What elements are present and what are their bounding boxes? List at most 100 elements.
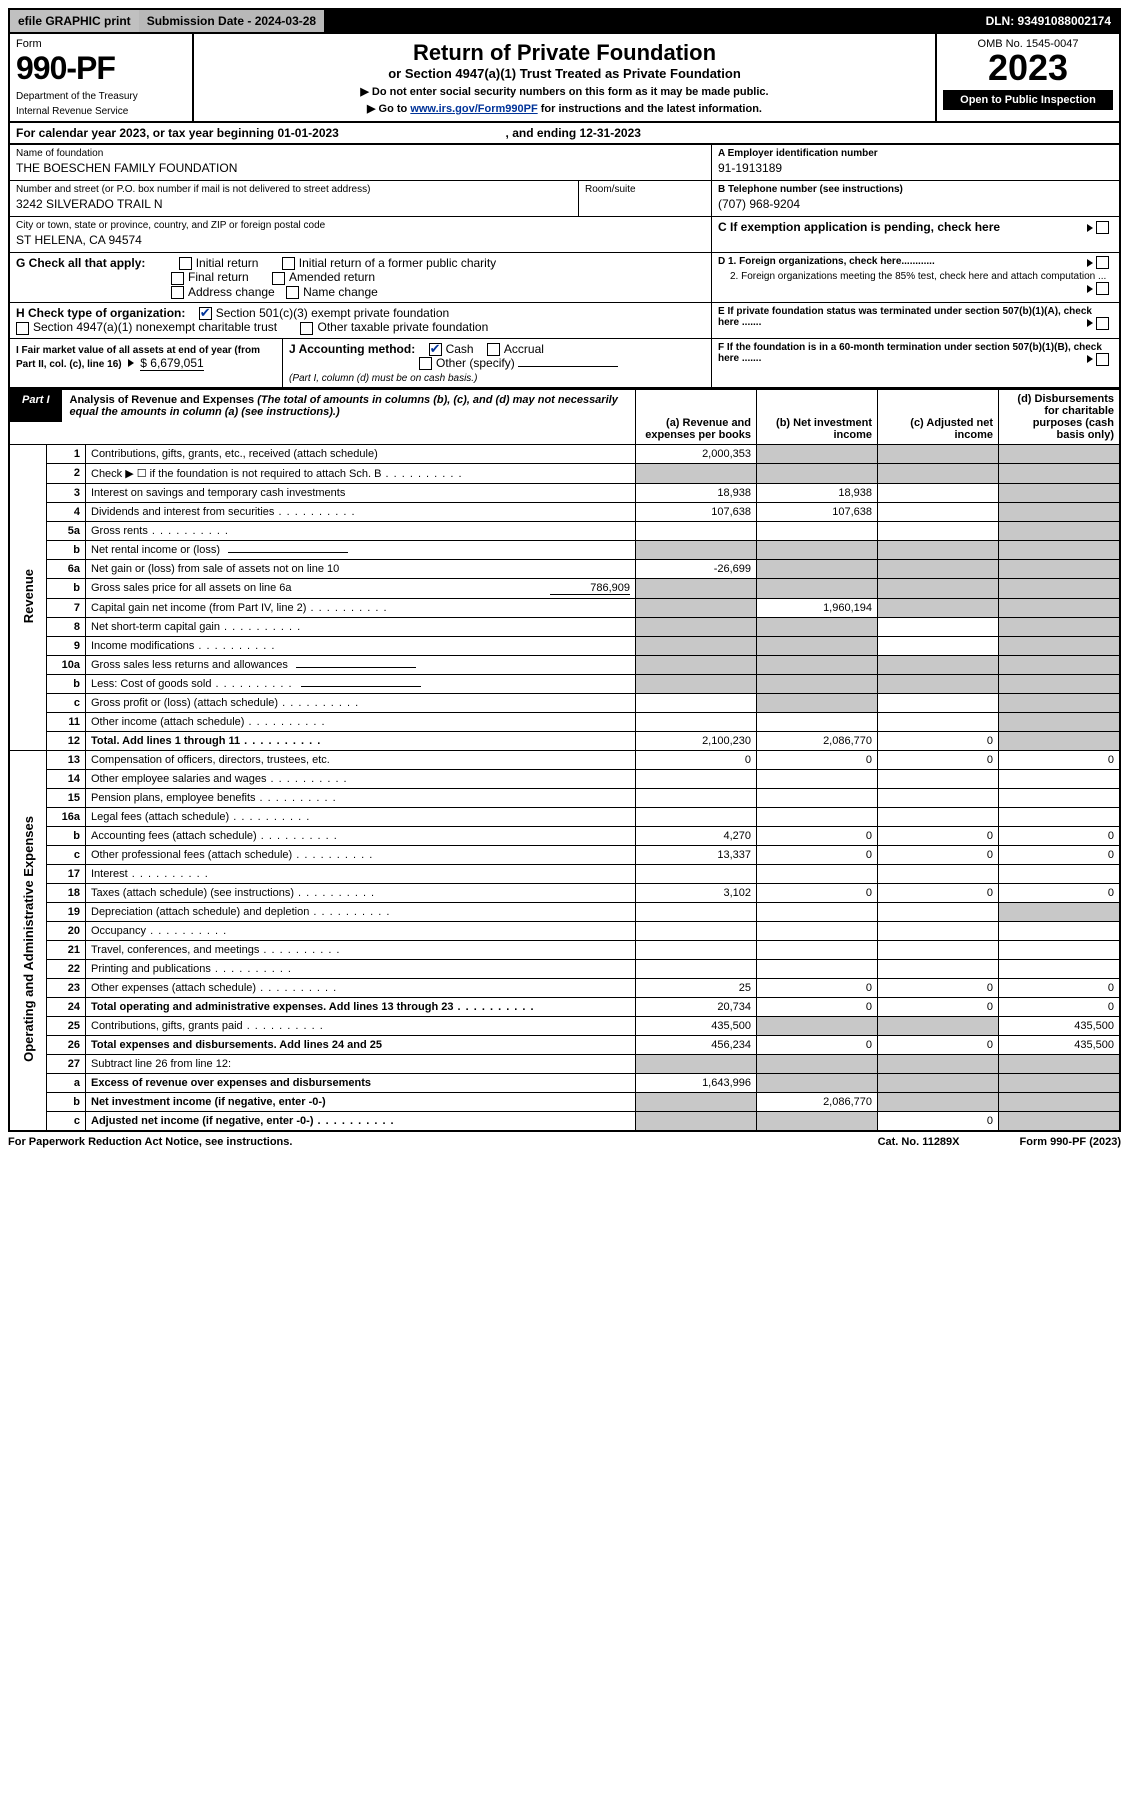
e-checkbox[interactable] <box>1096 317 1109 330</box>
g-amended-checkbox[interactable] <box>272 272 285 285</box>
line-desc: Compensation of officers, directors, tru… <box>86 751 636 770</box>
amount-cell: 0 <box>999 751 1121 770</box>
table-row: bLess: Cost of goods sold <box>9 675 1120 694</box>
amount-cell <box>636 637 757 656</box>
revenue-section-label: Revenue <box>9 445 47 751</box>
line-desc: Total operating and administrative expen… <box>86 998 636 1017</box>
arrow-icon <box>1087 259 1093 267</box>
line-desc: Total. Add lines 1 through 11 <box>86 732 636 751</box>
d2-label: 2. Foreign organizations meeting the 85%… <box>730 271 1106 282</box>
g-initial-former-checkbox[interactable] <box>282 257 295 270</box>
amount-cell: 0 <box>757 884 878 903</box>
amount-cell <box>636 903 757 922</box>
line-desc: Gross sales less returns and allowances <box>86 656 636 675</box>
amount-cell <box>757 903 878 922</box>
table-row: bGross sales price for all assets on lin… <box>9 579 1120 599</box>
line-desc: Travel, conferences, and meetings <box>86 941 636 960</box>
g-name-checkbox[interactable] <box>286 286 299 299</box>
line-number: 20 <box>47 922 86 941</box>
table-row: 26Total expenses and disbursements. Add … <box>9 1036 1120 1055</box>
line-number: 19 <box>47 903 86 922</box>
table-row: cAdjusted net income (if negative, enter… <box>9 1112 1120 1132</box>
table-row: 21Travel, conferences, and meetings <box>9 941 1120 960</box>
line-number: c <box>47 1112 86 1132</box>
amount-cell: 107,638 <box>636 503 757 522</box>
name-ein-row: Name of foundation THE BOESCHEN FAMILY F… <box>8 145 1121 181</box>
page-footer: For Paperwork Reduction Act Notice, see … <box>8 1132 1121 1148</box>
amount-cell <box>757 694 878 713</box>
line-number: 13 <box>47 751 86 770</box>
part1-table: Part I Analysis of Revenue and Expenses … <box>8 389 1121 1132</box>
d2-checkbox[interactable] <box>1096 282 1109 295</box>
top-bar: efile GRAPHIC print Submission Date - 20… <box>8 8 1121 34</box>
table-row: 5aGross rents <box>9 522 1120 541</box>
g-final-checkbox[interactable] <box>171 272 184 285</box>
line-number: 17 <box>47 865 86 884</box>
amount-cell <box>878 808 999 827</box>
form-number: 990-PF <box>16 50 186 87</box>
room-label: Room/suite <box>585 184 705 195</box>
amount-cell <box>878 464 999 484</box>
foundation-name: THE BOESCHEN FAMILY FOUNDATION <box>16 159 705 177</box>
amount-cell <box>757 865 878 884</box>
amount-cell <box>999 694 1121 713</box>
line-number: 24 <box>47 998 86 1017</box>
g-initial-checkbox[interactable] <box>179 257 192 270</box>
amount-cell <box>757 560 878 579</box>
line-desc: Interest on savings and temporary cash i… <box>86 484 636 503</box>
arrow-icon <box>128 359 134 367</box>
amount-cell: 435,500 <box>999 1036 1121 1055</box>
c-checkbox[interactable] <box>1096 221 1109 234</box>
d1-checkbox[interactable] <box>1096 256 1109 269</box>
i-val: $ 6,679,051 <box>140 356 203 371</box>
amount-cell <box>878 1055 999 1074</box>
table-row: 11Other income (attach schedule) <box>9 713 1120 732</box>
g-addr-checkbox[interactable] <box>171 286 184 299</box>
footer-cat: Cat. No. 11289X <box>878 1136 960 1148</box>
instr-link[interactable]: www.irs.gov/Form990PF <box>410 103 537 115</box>
h-4947-checkbox[interactable] <box>16 322 29 335</box>
h-501c3-checkbox[interactable] <box>199 307 212 320</box>
amount-cell <box>999 1074 1121 1093</box>
g-opt-5: Name change <box>303 285 378 299</box>
amount-cell <box>999 675 1121 694</box>
j-cash-checkbox[interactable] <box>429 343 442 356</box>
amount-cell <box>999 789 1121 808</box>
calendar-year-row: For calendar year 2023, or tax year begi… <box>8 123 1121 145</box>
amount-cell: 3,102 <box>636 884 757 903</box>
amount-cell <box>999 1093 1121 1112</box>
line-number: b <box>47 579 86 599</box>
amount-cell <box>636 522 757 541</box>
line-number: 1 <box>47 445 86 464</box>
amount-cell <box>636 865 757 884</box>
h-other-checkbox[interactable] <box>300 322 313 335</box>
line-number: 23 <box>47 979 86 998</box>
j-other-checkbox[interactable] <box>419 357 432 370</box>
cy-mid: , and ending <box>506 126 580 140</box>
line-number: 4 <box>47 503 86 522</box>
city-box: City or town, state or province, country… <box>10 217 711 252</box>
amount-cell: 0 <box>636 751 757 770</box>
f-checkbox[interactable] <box>1096 353 1109 366</box>
amount-cell <box>636 941 757 960</box>
amount-cell <box>636 541 757 560</box>
j-accrual-checkbox[interactable] <box>487 343 500 356</box>
amount-cell: -26,699 <box>636 560 757 579</box>
amount-cell <box>636 960 757 979</box>
amount-cell: 0 <box>878 827 999 846</box>
amount-cell: 0 <box>999 998 1121 1017</box>
part1-desc: Analysis of Revenue and Expenses (The to… <box>62 390 635 422</box>
i-box: I Fair market value of all assets at end… <box>10 339 282 388</box>
line-desc: Accounting fees (attach schedule) <box>86 827 636 846</box>
line-desc: Other professional fees (attach schedule… <box>86 846 636 865</box>
table-row: 23Other expenses (attach schedule)25000 <box>9 979 1120 998</box>
line-desc: Income modifications <box>86 637 636 656</box>
table-row: 17Interest <box>9 865 1120 884</box>
line-number: c <box>47 846 86 865</box>
line-number: 22 <box>47 960 86 979</box>
line-desc: Total expenses and disbursements. Add li… <box>86 1036 636 1055</box>
addr-label: Number and street (or P.O. box number if… <box>16 184 572 195</box>
city: ST HELENA, CA 94574 <box>16 231 705 249</box>
line-number: 15 <box>47 789 86 808</box>
amount-cell <box>757 541 878 560</box>
